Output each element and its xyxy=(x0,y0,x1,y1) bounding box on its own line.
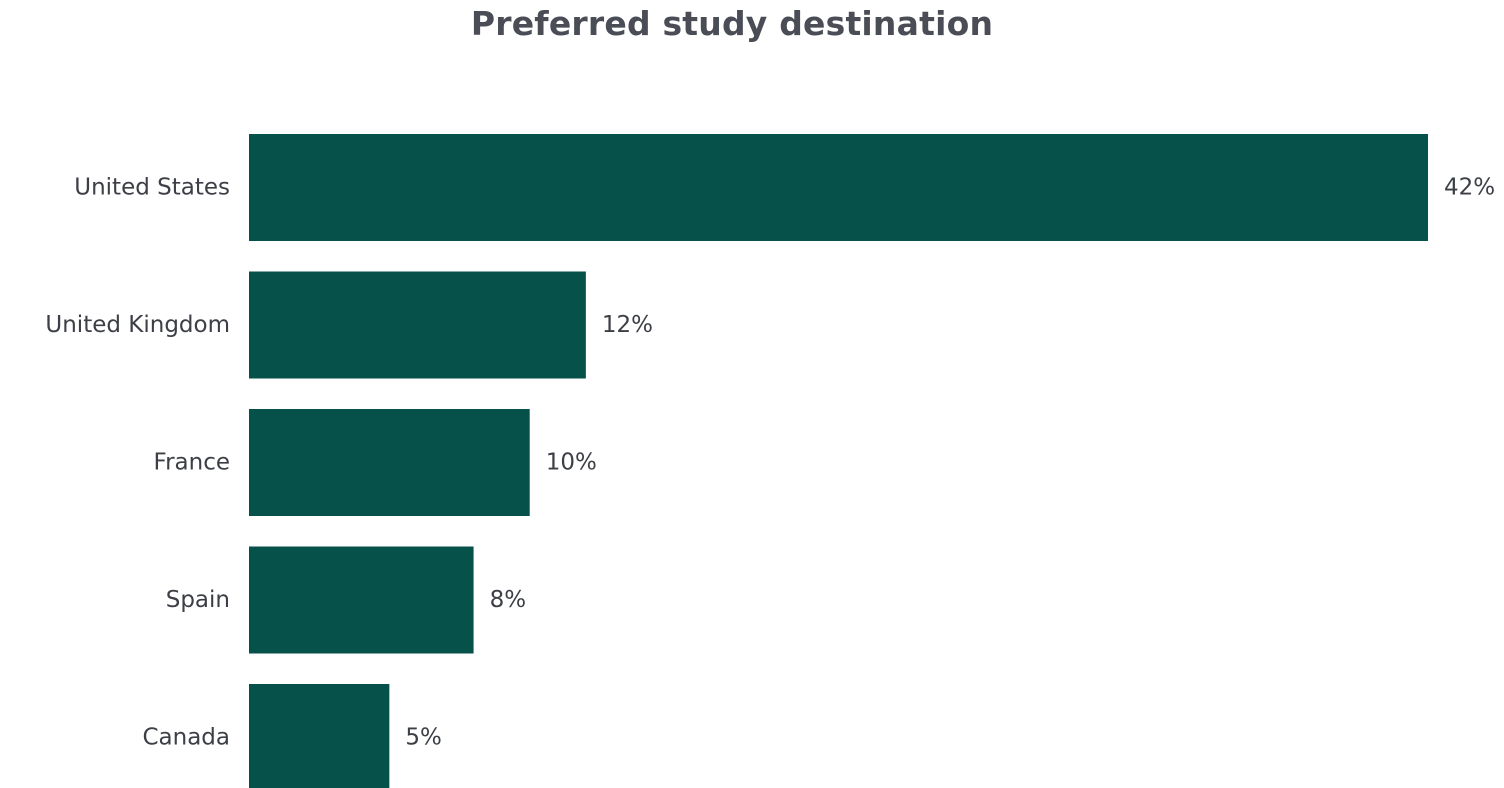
value-label: 12% xyxy=(602,312,653,338)
bars-group: United States 42% United Kingdom 12% France 1… xyxy=(45,134,1495,788)
category-label: France xyxy=(154,450,230,476)
value-label: 10% xyxy=(546,450,597,476)
category-label: Canada xyxy=(142,725,230,751)
bar-united-kingdom xyxy=(249,271,586,379)
category-label: United Kingdom xyxy=(45,312,230,338)
bar-france xyxy=(249,409,530,516)
bar-canada xyxy=(249,684,390,788)
bar-united-states xyxy=(249,134,1428,241)
category-label: Spain xyxy=(166,587,230,613)
value-label: 5% xyxy=(405,725,442,751)
category-label: United States xyxy=(74,175,230,201)
value-label: 8% xyxy=(490,587,526,613)
bar-spain xyxy=(249,546,474,654)
value-label: 42% xyxy=(1444,175,1495,201)
chart-title: Preferred study destination xyxy=(470,4,994,43)
